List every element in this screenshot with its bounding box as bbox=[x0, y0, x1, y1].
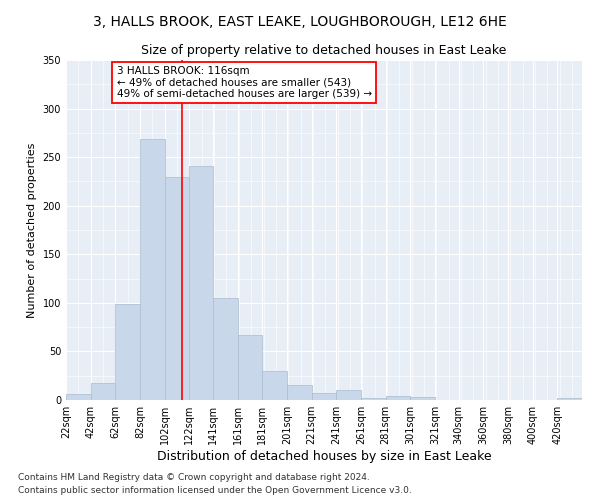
Y-axis label: Number of detached properties: Number of detached properties bbox=[27, 142, 37, 318]
Title: Size of property relative to detached houses in East Leake: Size of property relative to detached ho… bbox=[142, 44, 506, 58]
Bar bbox=[165, 176, 190, 400]
Bar bbox=[262, 371, 287, 400]
Bar bbox=[557, 398, 582, 400]
Text: Contains HM Land Registry data © Crown copyright and database right 2024.: Contains HM Land Registry data © Crown c… bbox=[18, 474, 370, 482]
Bar bbox=[311, 393, 337, 400]
Text: 3, HALLS BROOK, EAST LEAKE, LOUGHBOROUGH, LE12 6HE: 3, HALLS BROOK, EAST LEAKE, LOUGHBOROUGH… bbox=[93, 15, 507, 29]
X-axis label: Distribution of detached houses by size in East Leake: Distribution of detached houses by size … bbox=[157, 450, 491, 463]
Bar bbox=[287, 386, 311, 400]
Bar bbox=[91, 382, 115, 400]
Bar bbox=[213, 298, 238, 400]
Bar bbox=[115, 304, 140, 400]
Bar bbox=[190, 166, 213, 400]
Bar bbox=[238, 335, 262, 400]
Bar bbox=[361, 398, 386, 400]
Bar bbox=[386, 396, 410, 400]
Bar bbox=[140, 138, 165, 400]
Text: 3 HALLS BROOK: 116sqm
← 49% of detached houses are smaller (543)
49% of semi-det: 3 HALLS BROOK: 116sqm ← 49% of detached … bbox=[116, 66, 372, 99]
Bar bbox=[337, 390, 361, 400]
Bar bbox=[66, 394, 91, 400]
Text: Contains public sector information licensed under the Open Government Licence v3: Contains public sector information licen… bbox=[18, 486, 412, 495]
Bar bbox=[410, 397, 435, 400]
